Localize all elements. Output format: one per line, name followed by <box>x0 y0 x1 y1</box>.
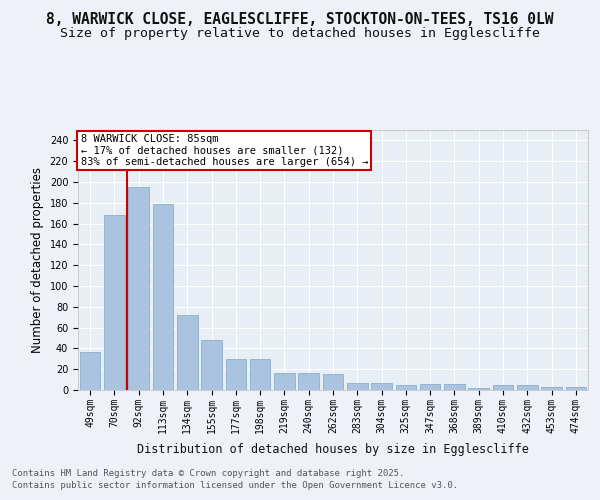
Text: Contains HM Land Registry data © Crown copyright and database right 2025.: Contains HM Land Registry data © Crown c… <box>12 468 404 477</box>
Bar <box>469 388 489 390</box>
Bar <box>323 374 343 390</box>
Text: Distribution of detached houses by size in Egglescliffe: Distribution of detached houses by size … <box>137 442 529 456</box>
Bar <box>298 374 319 390</box>
Bar <box>566 387 586 390</box>
Bar <box>128 187 149 390</box>
Text: 8, WARWICK CLOSE, EAGLESCLIFFE, STOCKTON-ON-TEES, TS16 0LW: 8, WARWICK CLOSE, EAGLESCLIFFE, STOCKTON… <box>46 12 554 28</box>
Bar <box>517 385 538 390</box>
Bar <box>250 359 271 390</box>
Bar <box>274 374 295 390</box>
Bar <box>226 359 246 390</box>
Bar <box>177 315 197 390</box>
Text: 8 WARWICK CLOSE: 85sqm
← 17% of detached houses are smaller (132)
83% of semi-de: 8 WARWICK CLOSE: 85sqm ← 17% of detached… <box>80 134 368 167</box>
Bar <box>541 387 562 390</box>
Bar <box>493 385 514 390</box>
Text: Size of property relative to detached houses in Egglescliffe: Size of property relative to detached ho… <box>60 28 540 40</box>
Bar <box>371 382 392 390</box>
Y-axis label: Number of detached properties: Number of detached properties <box>31 167 44 353</box>
Bar <box>347 382 368 390</box>
Bar <box>420 384 440 390</box>
Bar <box>104 216 125 390</box>
Bar <box>395 385 416 390</box>
Bar <box>152 204 173 390</box>
Bar <box>80 352 100 390</box>
Bar <box>201 340 222 390</box>
Bar <box>444 384 465 390</box>
Text: Contains public sector information licensed under the Open Government Licence v3: Contains public sector information licen… <box>12 481 458 490</box>
